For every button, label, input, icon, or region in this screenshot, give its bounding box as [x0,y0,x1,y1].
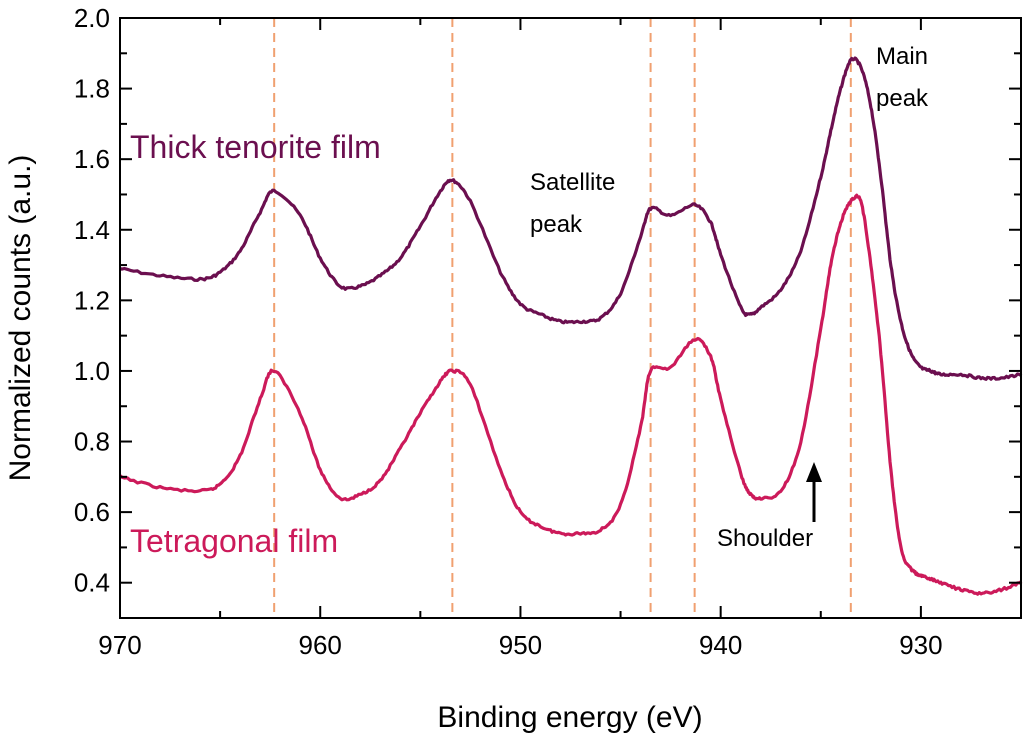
series-label-tenorite: Thick tenorite film [130,129,381,165]
ticks-layer: 970 960 950 940 930 0.4 0.6 0.8 1.0 1.2 1.4 1.6 1.8 2… [74,3,1022,660]
x-tick-label-0: 970 [98,630,141,660]
x-tick-label-4: 930 [899,630,942,660]
shoulder-arrow-icon [806,462,822,522]
annotation-main-line1: Main [876,43,928,70]
y-tick-label-4: 1.2 [74,285,110,315]
y-tick-label-1: 0.6 [74,497,110,527]
y-tick-label-7: 1.8 [74,74,110,104]
y-tick-label-8: 2.0 [74,3,110,33]
series-line-0 [119,56,1023,381]
annotation-shoulder: Shoulder [717,525,813,552]
reference-lines [273,18,852,618]
annotation-satellite-line1: Satellite [530,169,615,196]
plot-frame [119,17,1022,619]
series-label-tetragonal: Tetragonal film [130,523,338,559]
x-tick-label-1: 960 [299,630,342,660]
series-line-1 [118,193,1023,596]
y-tick-label-0: 0.4 [74,568,110,598]
x-tick-label-3: 940 [699,630,742,660]
y-tick-label-2: 0.8 [74,427,110,457]
x-tick-label-2: 950 [499,630,542,660]
annotation-main-line2: peak [876,85,929,112]
series-layer [118,56,1023,596]
y-tick-label-5: 1.4 [74,215,110,245]
annotation-satellite-line2: peak [530,211,583,238]
x-axis-label: Binding energy (eV) [437,701,702,734]
y-tick-label-3: 1.0 [74,356,110,386]
y-axis-label: Normalized counts (a.u.) [4,155,37,482]
y-tick-label-6: 1.6 [74,144,110,174]
